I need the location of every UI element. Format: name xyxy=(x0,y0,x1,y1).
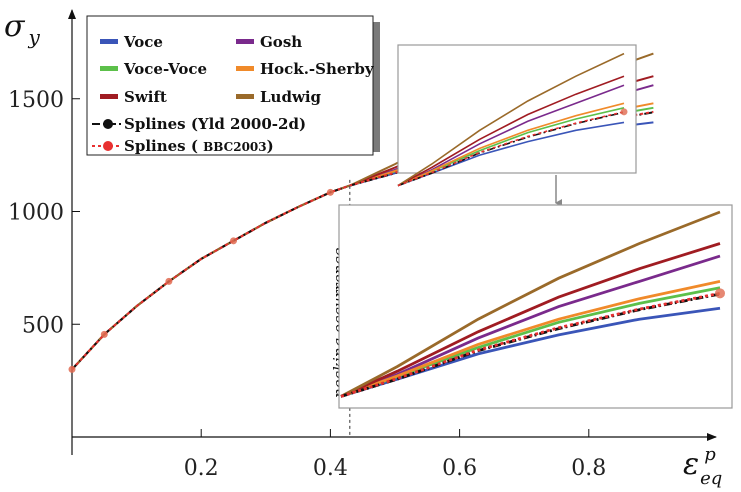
legend-box xyxy=(86,15,374,156)
spline-marker xyxy=(165,277,173,285)
legend-label-voce-voce: Voce-Voce xyxy=(123,60,207,78)
spline-marker xyxy=(326,188,334,196)
legend-label-splines-bbc2003: Splines ( BBC2003) xyxy=(124,137,274,155)
x-tick-label: 0.8 xyxy=(571,456,606,481)
legend-label-part: BBC2003 xyxy=(203,140,266,154)
x-axis-title-sub: eq xyxy=(700,468,722,489)
legend-swatch-gosh xyxy=(236,39,254,44)
spline-marker xyxy=(230,237,237,245)
legend-swatch-swift xyxy=(100,94,118,99)
legend-label-swift: Swift xyxy=(124,88,167,106)
y-tick-label: 500 xyxy=(22,313,64,338)
inset-top-end-marker xyxy=(620,108,628,116)
inset-top-line-ludwig xyxy=(397,52,625,187)
y-tick-label: 1000 xyxy=(8,201,64,226)
inset-zoom-line-swift xyxy=(340,242,721,398)
inset-top-line-gosh xyxy=(397,84,625,187)
legend-marker-splines-bbc2003 xyxy=(103,141,113,151)
x-tick-label: 0.2 xyxy=(184,456,219,481)
main-plot-markers xyxy=(68,188,334,373)
legend-swatch-voce-voce xyxy=(100,66,118,71)
inset-top-line-hock-sherby xyxy=(397,102,625,187)
spline-marker xyxy=(100,330,108,338)
inset-zoom-end-marker xyxy=(715,288,725,299)
x-tick-label: 0.6 xyxy=(442,456,477,481)
inset-top-line-voce xyxy=(397,121,625,187)
x-tick-label: 0.4 xyxy=(313,456,348,481)
x-axis-title: εeq p xyxy=(683,444,722,489)
inset-zoom-line-ludwig xyxy=(340,210,721,398)
legend-label-splines-yld-2000-2d: Splines (Yld 2000-2d) xyxy=(124,115,306,133)
y-tick-label: 1500 xyxy=(8,88,64,113)
inset-top-line-swift xyxy=(397,75,625,187)
y-axis-title-base: σ xyxy=(4,9,26,44)
legend-swatch-hock-sherby xyxy=(236,66,254,71)
axis-tick-labels: 0.2 0.4 0.6 0.8 500 1000 1500 xyxy=(8,88,606,481)
series-line-splines-bbc2003 xyxy=(71,110,654,371)
x-axis-title-base: ε xyxy=(683,447,699,482)
legend-label-gosh: Gosh xyxy=(260,33,302,51)
legend-marker-splines-yld-2000-2d xyxy=(103,119,113,129)
inset-zoom-series xyxy=(340,210,725,398)
inset-top-line-splines-bbc2003 xyxy=(397,111,625,187)
inset-top-line-splines-yld-2000-2d xyxy=(397,111,625,187)
axis-ticks xyxy=(72,98,590,437)
legend-label-ludwig: Ludwig xyxy=(260,88,322,106)
inset-top-series xyxy=(397,52,628,187)
legend-swatch-ludwig xyxy=(236,94,254,99)
spline-marker xyxy=(68,365,76,373)
inset-zoom-line-splines-bbc2003 xyxy=(340,291,721,398)
x-axis-title-sup: p xyxy=(704,444,716,465)
legend-label-hock-sherby: Hock.-Sherby xyxy=(260,60,375,78)
legend: Voce Gosh Voce-Voce Hock.-Sherby Swift Ludwig… xyxy=(92,33,375,155)
y-axis-title-sub: y xyxy=(27,25,40,49)
legend-label-part: Splines ( xyxy=(124,137,203,155)
legend-label-voce: Voce xyxy=(123,33,163,51)
legend-label-part: ) xyxy=(267,137,274,155)
inset-zoom-line-hock-sherby xyxy=(340,280,721,398)
legend-swatch-voce xyxy=(100,39,118,44)
